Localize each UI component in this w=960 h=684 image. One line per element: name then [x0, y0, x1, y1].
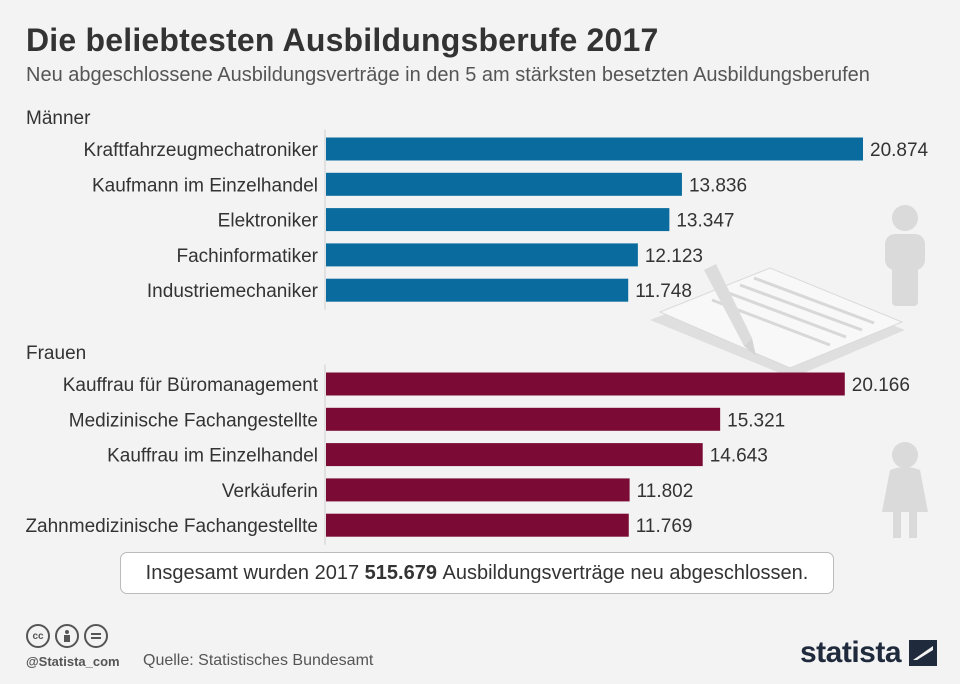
logo-text: statista — [800, 636, 902, 669]
category-label: Elektroniker — [218, 211, 319, 232]
logo-mark-icon — [909, 640, 938, 666]
summary-total: 515.679 — [364, 561, 437, 584]
source-text: Quelle: Statistisches Bundesamt — [143, 652, 374, 669]
group-label: Männer — [26, 108, 91, 129]
person-icon[interactable] — [55, 624, 79, 648]
value-label: 11.802 — [637, 481, 694, 502]
category-label: Kauffrau im Einzelhandel — [107, 446, 318, 467]
social-handle[interactable]: @Statista_com — [26, 654, 120, 669]
bar[interactable] — [326, 137, 863, 161]
bar[interactable] — [326, 443, 703, 467]
category-label: Kraftfahrzeugmechatroniker — [84, 140, 319, 161]
bar[interactable] — [326, 407, 721, 431]
cc-icon[interactable]: cc — [26, 624, 50, 648]
summary-prefix: Insgesamt wurden 2017 — [145, 561, 360, 584]
contract-pen-icon — [650, 264, 905, 378]
summary-suffix: Ausbildungsverträge neu abgeschlossen. — [442, 561, 809, 584]
value-label: 14.643 — [710, 446, 768, 467]
male-figure-icon — [885, 205, 925, 306]
license-icons: cc — [26, 624, 108, 648]
value-label: 11.748 — [635, 281, 692, 302]
female-figure-icon — [882, 442, 928, 538]
category-label: Kauffrau für Büromanagement — [63, 375, 319, 396]
bar[interactable] — [326, 243, 638, 267]
statista-logo[interactable]: statista — [800, 636, 938, 670]
category-label: Industriemechaniker — [147, 281, 319, 302]
category-label: Medizinische Fachangestellte — [69, 410, 318, 431]
value-label: 11.769 — [636, 516, 693, 537]
value-label: 12.123 — [645, 246, 703, 267]
group-label: Frauen — [26, 343, 86, 364]
value-label: 13.347 — [676, 211, 734, 232]
value-label: 15.321 — [727, 410, 785, 431]
summary-box: Insgesamt wurden 2017 515.679 Ausbildung… — [120, 552, 834, 594]
bar[interactable] — [326, 278, 629, 302]
bar[interactable] — [326, 478, 630, 502]
page-subtitle: Neu abgeschlossene Ausbildungsverträge i… — [26, 64, 870, 86]
category-label: Kaufmann im Einzelhandel — [92, 175, 318, 196]
bar[interactable] — [326, 208, 670, 232]
value-label: 20.166 — [852, 375, 910, 396]
bar[interactable] — [326, 372, 845, 396]
value-label: 13.836 — [689, 175, 747, 196]
bar[interactable] — [326, 513, 629, 537]
category-label: Zahnmedizinische Fachangestellte — [25, 516, 318, 537]
equals-icon[interactable] — [84, 624, 108, 648]
value-label: 20.874 — [870, 140, 929, 161]
category-label: Fachinformatiker — [177, 246, 319, 267]
bar[interactable] — [326, 172, 682, 196]
category-label: Verkäuferin — [222, 481, 318, 502]
page-title: Die beliebtesten Ausbildungsberufe 2017 — [26, 22, 659, 58]
